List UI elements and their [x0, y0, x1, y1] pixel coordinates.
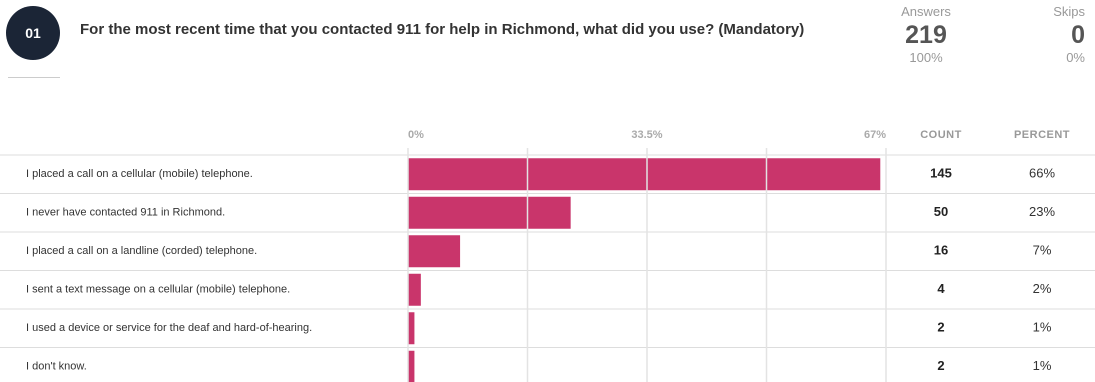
- category-label: I don't know.: [26, 361, 87, 373]
- percent-header: PERCENT: [1014, 129, 1070, 141]
- count-label: 2: [937, 320, 944, 335]
- x-tick-label: 67%: [864, 129, 886, 141]
- percent-label: 66%: [1029, 166, 1055, 181]
- question-number: 01: [6, 6, 60, 60]
- bar: [408, 235, 461, 268]
- count-label: 16: [934, 243, 948, 258]
- answers-stat: Answers 219 100%: [890, 4, 962, 66]
- percent-label: 1%: [1033, 358, 1052, 373]
- percent-label: 1%: [1033, 320, 1052, 335]
- count-label: 2: [937, 358, 944, 373]
- badge-underline: [8, 77, 60, 78]
- bar: [408, 350, 415, 382]
- count-header: COUNT: [920, 129, 962, 141]
- category-label: I used a device or service for the deaf …: [26, 322, 312, 334]
- category-label: I placed a call on a cellular (mobile) t…: [26, 168, 253, 180]
- category-label: I placed a call on a landline (corded) t…: [26, 245, 257, 257]
- bar: [408, 158, 881, 191]
- count-label: 50: [934, 204, 948, 219]
- skips-percent: 0%: [1066, 50, 1085, 65]
- bar: [408, 273, 421, 306]
- answers-percent: 100%: [909, 50, 943, 65]
- category-label: I never have contacted 911 in Richmond.: [26, 207, 225, 219]
- skips-stat: Skips 0 0%: [1000, 4, 1085, 66]
- answers-label: Answers: [901, 4, 951, 19]
- category-label: I sent a text message on a cellular (mob…: [26, 284, 290, 296]
- percent-label: 23%: [1029, 204, 1055, 219]
- count-label: 4: [937, 281, 945, 296]
- x-tick-label: 0%: [408, 129, 424, 141]
- skips-count: 0: [1071, 21, 1085, 49]
- x-tick-label: 33.5%: [631, 129, 662, 141]
- bar: [408, 312, 415, 345]
- answers-count: 219: [905, 21, 947, 49]
- percent-label: 2%: [1033, 281, 1052, 296]
- skips-label: Skips: [1053, 4, 1085, 19]
- count-label: 145: [930, 166, 952, 181]
- question-text: For the most recent time that you contac…: [80, 21, 805, 38]
- percent-label: 7%: [1033, 243, 1052, 258]
- bar: [408, 196, 571, 229]
